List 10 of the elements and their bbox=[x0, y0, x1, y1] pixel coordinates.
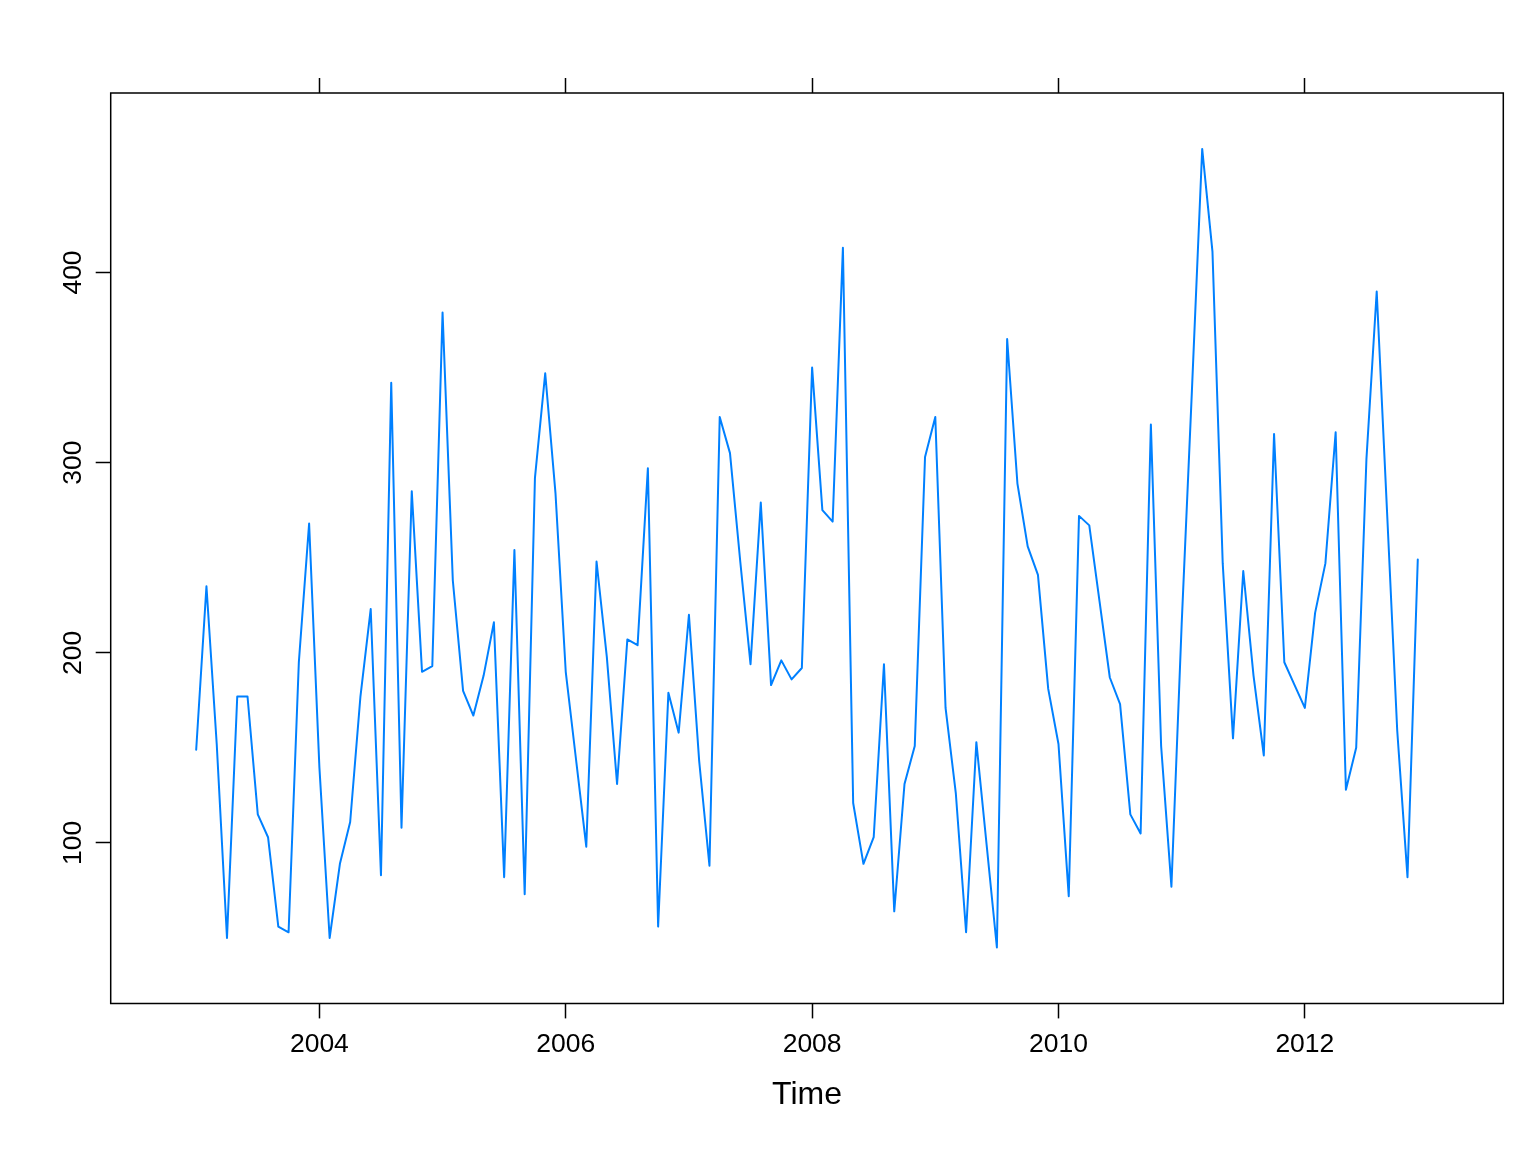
x-tick-label: 2012 bbox=[1275, 1027, 1335, 1058]
y-tick-label: 100 bbox=[56, 820, 87, 866]
y-tick-label: 200 bbox=[56, 630, 87, 675]
x-axis-title: Time bbox=[772, 1074, 842, 1111]
y-tick-label: 400 bbox=[56, 250, 87, 295]
x-tick-label: 2008 bbox=[782, 1027, 842, 1058]
y-tick-label: 300 bbox=[56, 440, 87, 485]
x-tick-label: 2006 bbox=[536, 1027, 596, 1058]
x-tick-label: 2010 bbox=[1029, 1027, 1088, 1058]
x-tick-label: 2004 bbox=[289, 1027, 349, 1058]
